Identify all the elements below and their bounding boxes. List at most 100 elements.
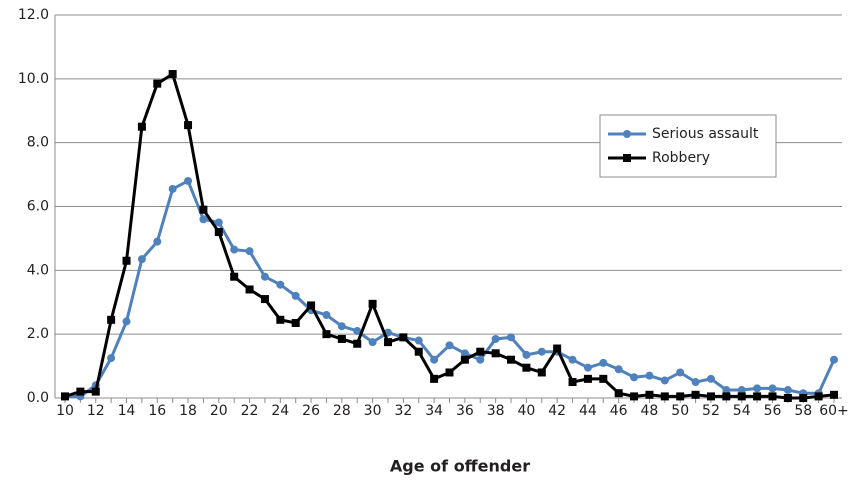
legend-label: Serious assault bbox=[652, 126, 759, 142]
point bbox=[737, 392, 746, 401]
point bbox=[630, 373, 639, 382]
point bbox=[568, 378, 577, 387]
point bbox=[583, 374, 592, 383]
x-tick-label: 10 bbox=[56, 403, 74, 419]
point bbox=[414, 347, 423, 356]
x-tick-label: 16 bbox=[148, 403, 166, 419]
point bbox=[337, 334, 346, 343]
point bbox=[676, 392, 685, 401]
point bbox=[783, 386, 792, 395]
y-tick-label: 4.0 bbox=[27, 262, 49, 278]
point bbox=[245, 285, 254, 294]
x-tick-label: 26 bbox=[302, 403, 320, 419]
point bbox=[368, 338, 377, 347]
point bbox=[753, 384, 762, 393]
x-tick-label: 54 bbox=[733, 403, 751, 419]
point bbox=[537, 368, 546, 377]
point bbox=[476, 355, 485, 364]
point bbox=[414, 336, 423, 345]
point bbox=[753, 392, 762, 401]
point bbox=[768, 392, 777, 401]
point bbox=[645, 371, 654, 380]
point bbox=[307, 301, 316, 310]
x-tick-label: 32 bbox=[394, 403, 412, 419]
point bbox=[507, 355, 516, 364]
point bbox=[430, 355, 439, 364]
point bbox=[184, 176, 193, 185]
point bbox=[353, 326, 362, 335]
x-tick-label: 52 bbox=[702, 403, 720, 419]
point bbox=[430, 374, 439, 383]
point bbox=[737, 386, 746, 395]
series-line bbox=[65, 179, 836, 398]
legend-box bbox=[599, 114, 777, 178]
point bbox=[76, 387, 85, 396]
point bbox=[153, 237, 162, 246]
point bbox=[676, 368, 685, 377]
point bbox=[614, 365, 623, 374]
point bbox=[291, 318, 300, 327]
point bbox=[276, 315, 285, 324]
point bbox=[706, 374, 715, 383]
point bbox=[260, 272, 269, 281]
point bbox=[553, 344, 562, 353]
y-tick-label: 6.0 bbox=[27, 199, 49, 215]
x-tick-label: 36 bbox=[456, 403, 474, 419]
point bbox=[260, 295, 269, 304]
x-tick-label: 28 bbox=[333, 403, 351, 419]
point bbox=[491, 334, 500, 343]
point bbox=[168, 184, 177, 193]
point bbox=[691, 390, 700, 399]
point bbox=[214, 228, 223, 237]
x-tick-label: 18 bbox=[179, 403, 197, 419]
x-tick-label: 38 bbox=[487, 403, 505, 419]
point bbox=[245, 247, 254, 256]
point bbox=[783, 394, 792, 402]
point bbox=[660, 376, 669, 385]
x-tick-label: 48 bbox=[641, 403, 659, 419]
point bbox=[107, 354, 116, 363]
legend-marker bbox=[623, 130, 631, 138]
point bbox=[230, 272, 239, 281]
point bbox=[507, 333, 516, 342]
point bbox=[660, 392, 669, 401]
point bbox=[599, 358, 608, 367]
point bbox=[630, 392, 639, 401]
point bbox=[337, 322, 346, 331]
point bbox=[522, 350, 531, 359]
x-tick-label: 60+ bbox=[819, 403, 849, 419]
point bbox=[599, 374, 608, 383]
y-tick-label: 2.0 bbox=[27, 326, 49, 342]
y-tick-label: 10.0 bbox=[18, 71, 49, 87]
point bbox=[691, 378, 700, 387]
point bbox=[291, 291, 300, 300]
x-tick-label: 14 bbox=[118, 403, 136, 419]
point bbox=[122, 317, 131, 326]
x-tick-label: 30 bbox=[364, 403, 382, 419]
x-tick-label: 12 bbox=[87, 403, 105, 419]
point bbox=[153, 79, 162, 88]
point bbox=[107, 315, 116, 324]
point bbox=[445, 368, 454, 377]
legend-label: Robbery bbox=[652, 150, 710, 166]
point bbox=[706, 392, 715, 401]
y-tick-label: 12.0 bbox=[18, 7, 49, 23]
x-tick-label: 58 bbox=[794, 403, 812, 419]
point bbox=[522, 363, 531, 372]
point bbox=[614, 389, 623, 398]
y-tick-label: 8.0 bbox=[27, 135, 49, 151]
point bbox=[460, 355, 469, 364]
point bbox=[568, 355, 577, 364]
x-tick-label: 46 bbox=[610, 403, 628, 419]
x-tick-label: 50 bbox=[671, 403, 689, 419]
x-tick-label: 44 bbox=[579, 403, 597, 419]
point bbox=[460, 349, 469, 358]
point bbox=[799, 394, 808, 402]
point bbox=[214, 218, 223, 227]
point bbox=[168, 70, 177, 79]
point bbox=[537, 347, 546, 356]
point bbox=[445, 341, 454, 350]
point bbox=[199, 215, 208, 224]
point bbox=[722, 392, 731, 401]
point bbox=[383, 338, 392, 347]
